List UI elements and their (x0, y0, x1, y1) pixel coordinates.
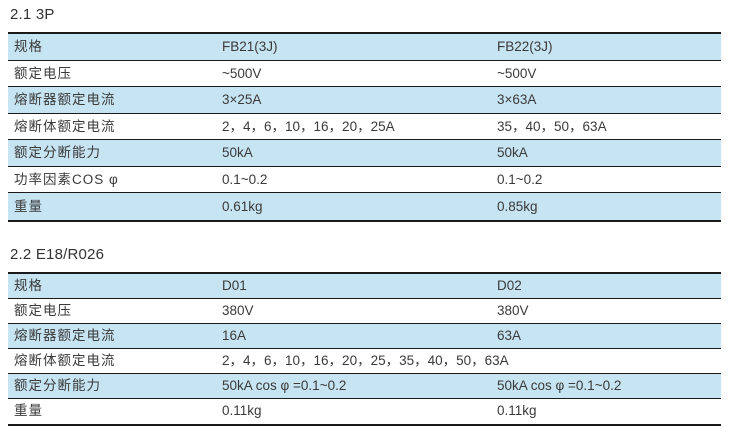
row-value-col2: FB22(3J) (497, 39, 553, 54)
table-row-rated-voltage: 额定电压 380V 380V (8, 299, 721, 324)
row-label: 规格 (14, 39, 43, 54)
table-row-spec: 规格 D01 D02 (8, 273, 721, 299)
row-value-col1: 2，4，6，10，16，20，25A (222, 118, 395, 134)
table-row-link-rated-current: 熔断体额定电流 2，4，6，10，16，20，25A 35，40，50，63A (8, 114, 721, 140)
row-value-col1: 3×25A (222, 92, 262, 107)
table-row-link-rated-current: 熔断体额定电流 2，4，6，10，16，20，25，35，40，50，63A (8, 349, 721, 374)
row-value-col2: 50kA cos φ =0.1~0.2 (497, 377, 622, 393)
spec-table-e18-r026: 规格 D01 D02 额定电压 380V 380V 熔断器额定电流 16A 63A 熔断体额定电流… (8, 271, 721, 426)
row-label: 重量 (14, 403, 43, 419)
table-row-power-factor: 功率因素COS φ 0.1~0.2 0.1~0.2 (8, 167, 721, 193)
row-value-col2: 0.11kg (497, 403, 537, 419)
section-e18-r026: 2.2 E18/R026 规格 D01 D02 额定电压 380V 380V 熔断器额定电流… (8, 246, 721, 426)
table-row-rated-voltage: 额定电压 ~500V ~500V (8, 61, 721, 87)
row-value-col1: 16A (222, 327, 247, 343)
row-label: 额定电压 (14, 302, 72, 318)
row-label: 重量 (14, 198, 43, 214)
section-title-e18-r026: 2.2 E18/R026 (10, 245, 105, 263)
row-value-col1: 0.1~0.2 (222, 171, 268, 187)
row-value-col1: ~500V (222, 65, 262, 81)
row-label: 熔断器额定电流 (14, 327, 116, 343)
row-value-col2: D02 (497, 277, 522, 293)
row-label: 额定电压 (14, 65, 72, 81)
row-label: 额定分断能力 (14, 145, 101, 160)
row-label: 额定分断能力 (14, 377, 101, 393)
row-value-col1: FB21(3J) (222, 39, 278, 54)
table-row-spec: 规格 FB21(3J) FB22(3J) (8, 34, 721, 61)
row-value-col2: 3×63A (497, 92, 537, 107)
row-label: 规格 (14, 277, 43, 293)
spec-table-3p: 规格 FB21(3J) FB22(3J) 额定电压 ~500V ~500V 熔断器额定电流 3… (8, 32, 721, 222)
row-label: 熔断体额定电流 (14, 352, 116, 368)
row-value-col1: D01 (222, 277, 247, 293)
row-label: 熔断器额定电流 (14, 92, 116, 107)
table-row-weight: 重量 0.11kg 0.11kg (8, 399, 721, 424)
row-label: 熔断体额定电流 (14, 118, 116, 134)
row-value-col2: 50kA (497, 145, 528, 160)
row-label: 功率因素COS φ (14, 171, 119, 187)
row-value-col1: 0.11kg (222, 403, 262, 419)
row-value-col1: 380V (222, 302, 254, 318)
table-row-fuse-rated-current: 熔断器额定电流 16A 63A (8, 323, 721, 349)
table-row-breaking-capacity: 额定分断能力 50kA 50kA (8, 140, 721, 167)
row-value-col1: 50kA cos φ =0.1~0.2 (222, 377, 347, 393)
row-value-col1: 50kA (222, 145, 253, 160)
row-value-span: 2，4，6，10，16，20，25，35，40，50，63A (222, 352, 509, 368)
section-3p: 2.1 3P 规格 FB21(3J) FB22(3J) 额定电压 ~500V ~500V 熔… (8, 6, 721, 222)
row-value-col2: 0.85kg (497, 198, 538, 214)
table-row-breaking-capacity: 额定分断能力 50kA cos φ =0.1~0.2 50kA cos φ =0.1… (8, 373, 721, 399)
row-value-col2: 35，40，50，63A (497, 118, 607, 134)
row-value-col2: ~500V (497, 65, 537, 81)
row-value-col2: 0.1~0.2 (497, 171, 543, 187)
row-value-col1: 0.61kg (222, 198, 263, 214)
table-row-fuse-rated-current: 熔断器额定电流 3×25A 3×63A (8, 87, 721, 114)
table-row-weight: 重量 0.61kg 0.85kg (8, 193, 721, 220)
row-value-col2: 63A (497, 327, 522, 343)
section-title-3p: 2.1 3P (10, 6, 55, 23)
row-value-col2: 380V (497, 302, 529, 318)
